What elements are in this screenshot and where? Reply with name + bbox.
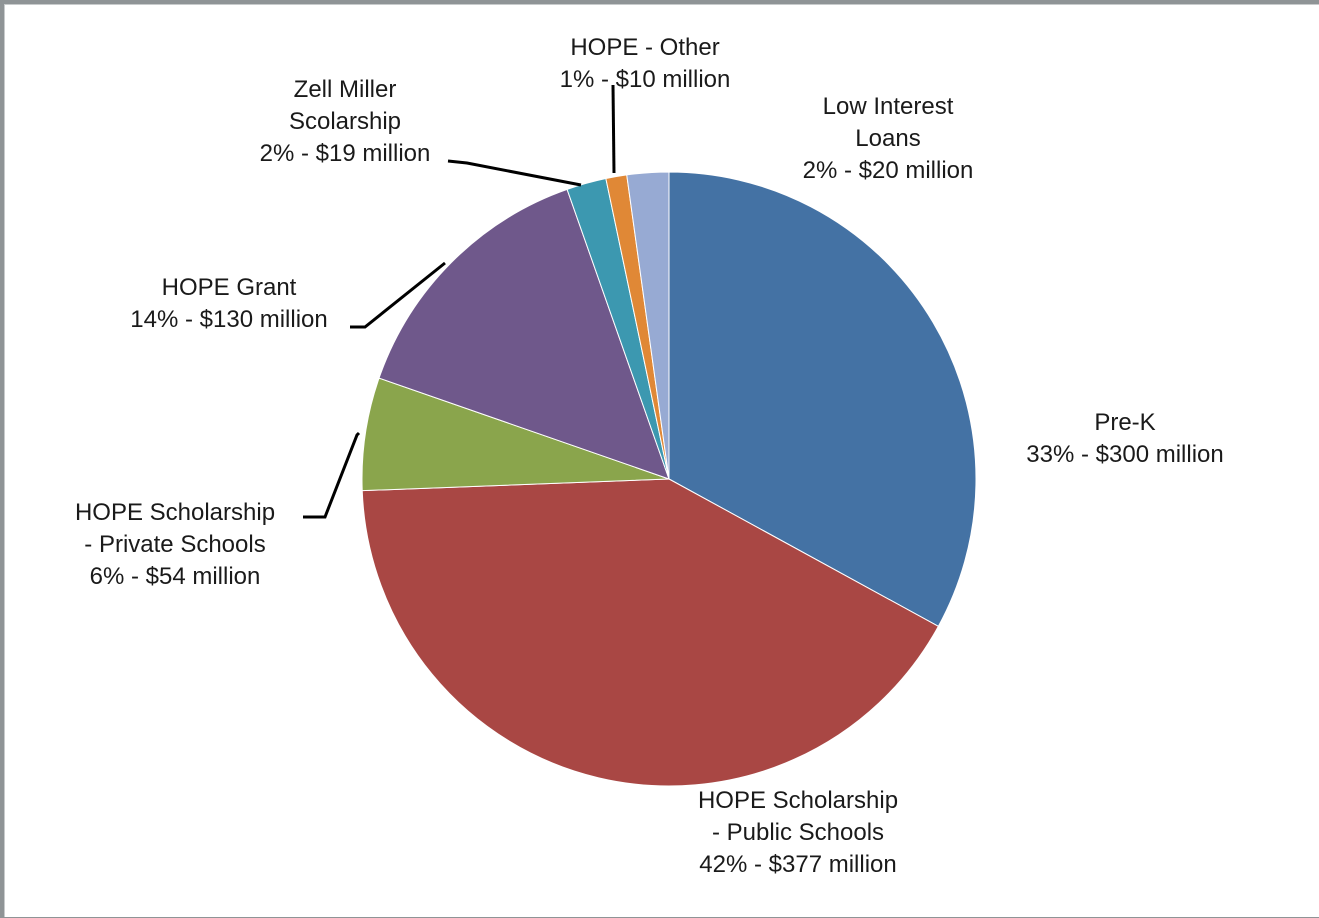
slice-label-line: HOPE Scholarship: [698, 787, 898, 814]
pie-slice-hope-scholarship-public-schools: [361, 478, 940, 787]
leader-lines: [303, 84, 616, 519]
pie-slice-pre-k: [668, 171, 977, 628]
leader-line: [447, 159, 582, 187]
pie-slices: [361, 171, 977, 787]
chart-frame: Pre-K 33% - $300 million HOPE Scholarship -…: [4, 4, 1319, 917]
leader-line: [303, 431, 361, 519]
slice-label: Low Interest Loans 2% - $20 million: [803, 93, 974, 184]
slice-label-line: - Private Schools: [84, 531, 265, 558]
slice-label-line: 2% - $19 million: [260, 140, 431, 167]
slice-label-line: 1% - $10 million: [560, 66, 731, 93]
slice-label-line: Loans: [855, 125, 920, 152]
slice-label: Zell Miller Scolarship 2% - $19 million: [260, 76, 431, 167]
slice-label: HOPE Scholarship - Private Schools 6% - $5…: [75, 499, 275, 590]
slice-label: HOPE Grant 14% - $130 million: [130, 274, 327, 333]
slice-label: Pre-K 33% - $300 million: [1026, 409, 1223, 468]
slice-label-line: 6% - $54 million: [90, 563, 261, 590]
pie-chart: Pre-K 33% - $300 million HOPE Scholarship -…: [75, 34, 1224, 878]
slice-label-line: 2% - $20 million: [803, 157, 974, 184]
leader-line: [350, 261, 446, 329]
slice-label-line: Low Interest: [823, 93, 954, 120]
slice-label-line: 33% - $300 million: [1026, 441, 1223, 468]
slice-label-line: HOPE Scholarship: [75, 499, 275, 526]
slice-labels: Pre-K 33% - $300 million HOPE Scholarship -…: [75, 34, 1224, 878]
slice-label: HOPE Scholarship - Public Schools 42% - $3…: [698, 787, 898, 878]
pie-slice-hope-grant: [378, 188, 670, 480]
slice-label-line: 14% - $130 million: [130, 306, 327, 333]
slice-label-line: - Public Schools: [712, 819, 884, 846]
slice-label-line: Pre-K: [1094, 409, 1155, 436]
leader-line: [611, 84, 616, 174]
slice-label-line: HOPE - Other: [570, 34, 719, 61]
slice-label: HOPE - Other 1% - $10 million: [560, 34, 731, 93]
pie-slice-low-interest-loans: [626, 171, 670, 480]
slice-label-line: 42% - $377 million: [699, 851, 896, 878]
slice-label-line: Zell Miller: [294, 76, 397, 103]
slice-label-line: HOPE Grant: [162, 274, 297, 301]
slice-label-line: Scolarship: [289, 108, 401, 135]
